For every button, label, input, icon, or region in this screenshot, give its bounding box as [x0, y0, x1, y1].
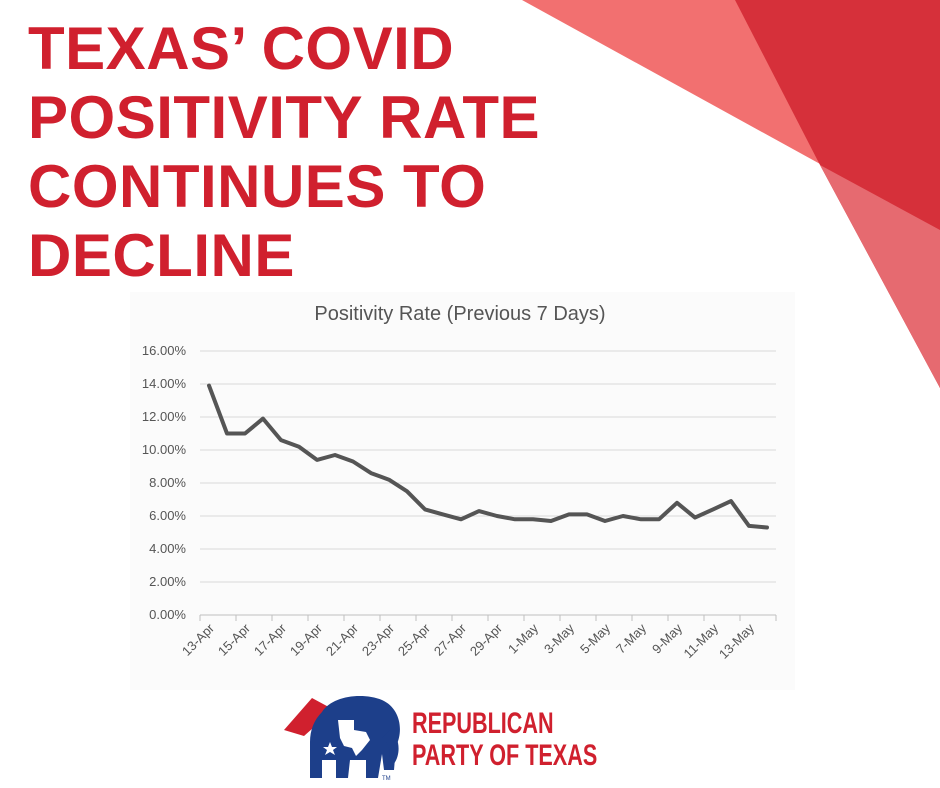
logo-roof-shape — [284, 698, 338, 736]
y-tick-label: 4.00% — [149, 541, 186, 556]
y-tick-label: 0.00% — [149, 607, 186, 622]
logo-texas-shape — [338, 720, 370, 756]
chart-y-tick-labels: 0.00% 2.00% 4.00% 6.00% 8.00% 10.00% 12.00% 14.… — [142, 343, 187, 622]
y-tick-label: 6.00% — [149, 508, 186, 523]
logo-line-2: PARTY OF TEXAS — [412, 739, 598, 772]
logo-star-icon — [323, 742, 337, 755]
republican-party-of-texas-logo: TM REPUBLICAN PARTY OF TEXAS — [282, 690, 612, 782]
headline-line-4: DECLINE — [28, 222, 295, 289]
chart-plot-background — [130, 292, 795, 690]
chart-series — [207, 383, 769, 530]
triangle-light-red — [522, 0, 940, 388]
y-tick-label: 16.00% — [142, 343, 187, 358]
chart-gridlines — [200, 350, 776, 583]
elephant-logo-icon: TM — [284, 696, 400, 782]
y-tick-label: 10.00% — [142, 442, 187, 457]
chart-title: Positivity Rate (Previous 7 Days) — [314, 303, 605, 325]
y-tick-label: 2.00% — [149, 574, 186, 589]
headline-line-1: TEXAS’ COVID — [28, 15, 455, 82]
headline-line-2: POSITIVITY RATE — [28, 84, 541, 151]
logo-wordmark: REPUBLICAN PARTY OF TEXAS — [412, 708, 597, 772]
chart-x-axis — [199, 614, 777, 621]
headline: TEXAS’ COVID POSITIVITY RATE CONTINUES T… — [28, 14, 628, 290]
headline-line-3: CONTINUES TO — [28, 153, 487, 220]
logo-elephant-trunk — [382, 730, 399, 766]
logo-line-1: REPUBLICAN — [412, 707, 554, 740]
y-tick-label: 12.00% — [142, 409, 187, 424]
logo-trademark: TM — [382, 776, 391, 782]
triangle-pink — [820, 165, 940, 388]
series-line — [207, 383, 769, 530]
y-tick-label: 8.00% — [149, 475, 186, 490]
y-tick-label: 14.00% — [142, 376, 187, 391]
